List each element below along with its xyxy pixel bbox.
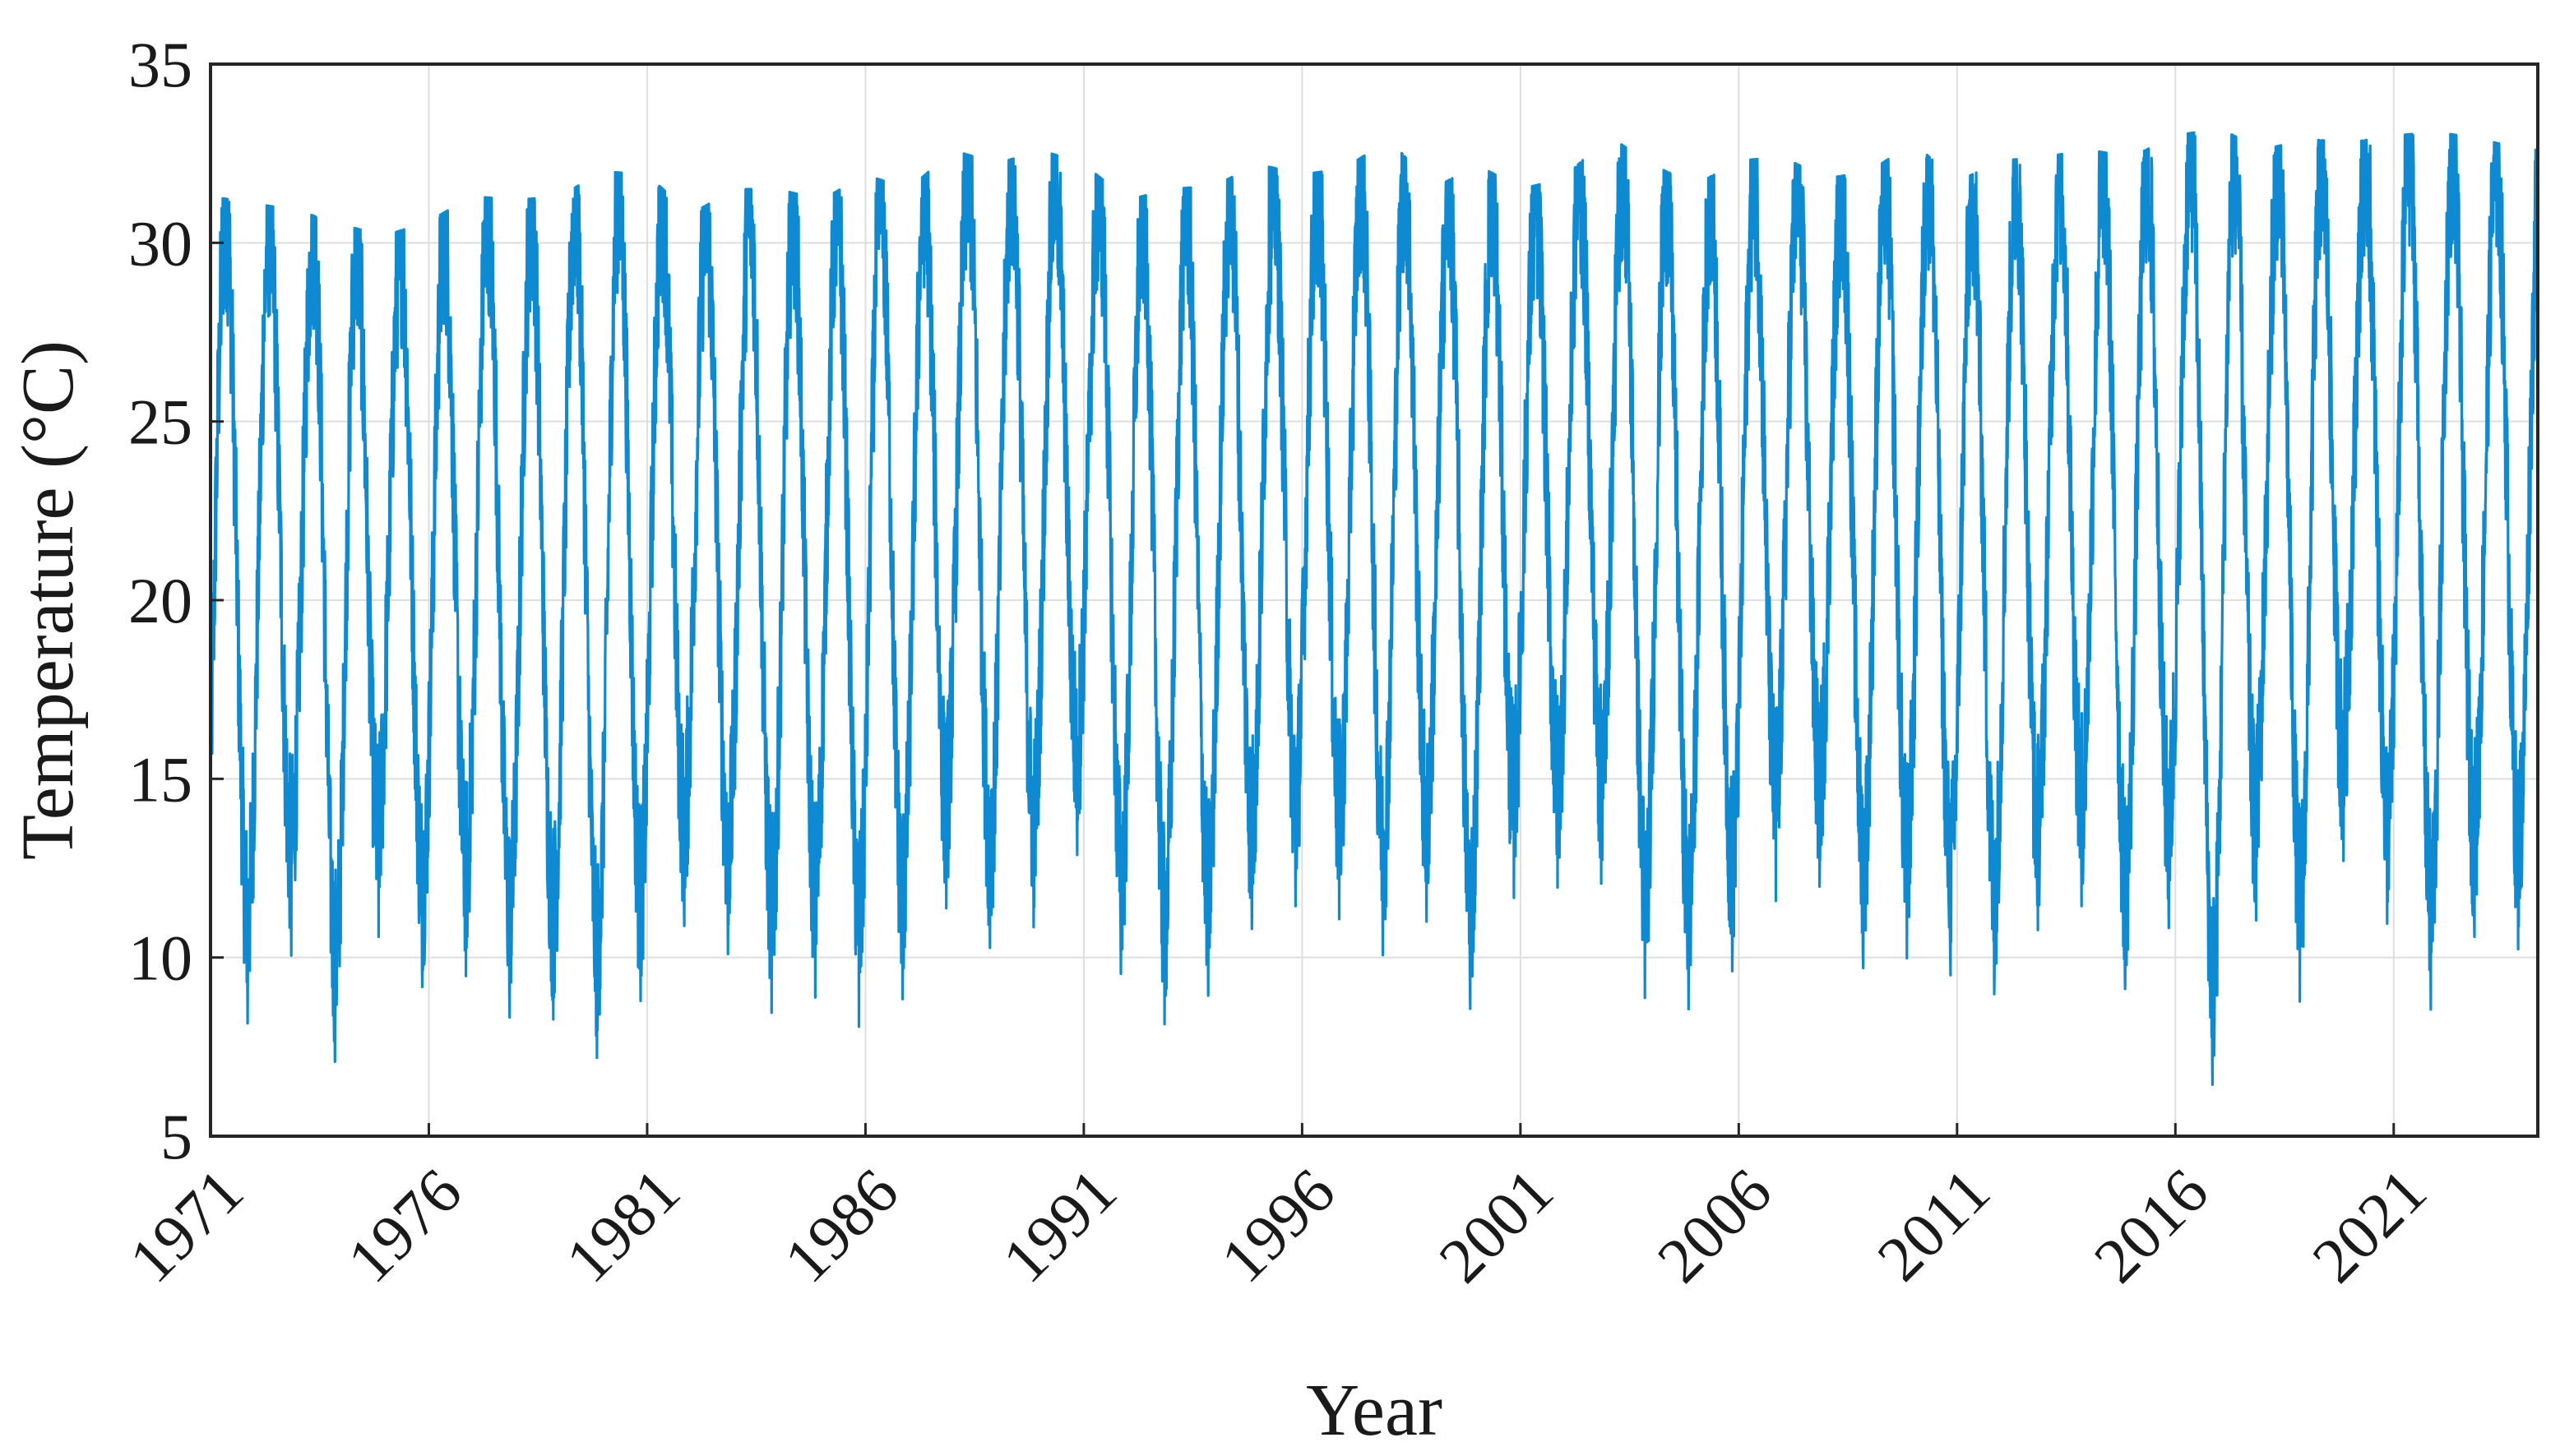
y-tick-label: 10: [128, 922, 192, 994]
y-tick-label: 35: [128, 29, 192, 100]
temperature-series-line: [211, 131, 2538, 1087]
y-tick-label: 20: [128, 565, 192, 636]
series-layer: [211, 131, 2538, 1087]
y-tick-label: 30: [128, 207, 192, 279]
y-tick-label: 5: [160, 1101, 192, 1172]
x-axis-title: Year: [1306, 1370, 1442, 1451]
y-axis-title: Temperature (°C): [7, 340, 89, 860]
y-tick-label: 15: [128, 743, 192, 815]
y-tick-label: 25: [128, 386, 192, 458]
